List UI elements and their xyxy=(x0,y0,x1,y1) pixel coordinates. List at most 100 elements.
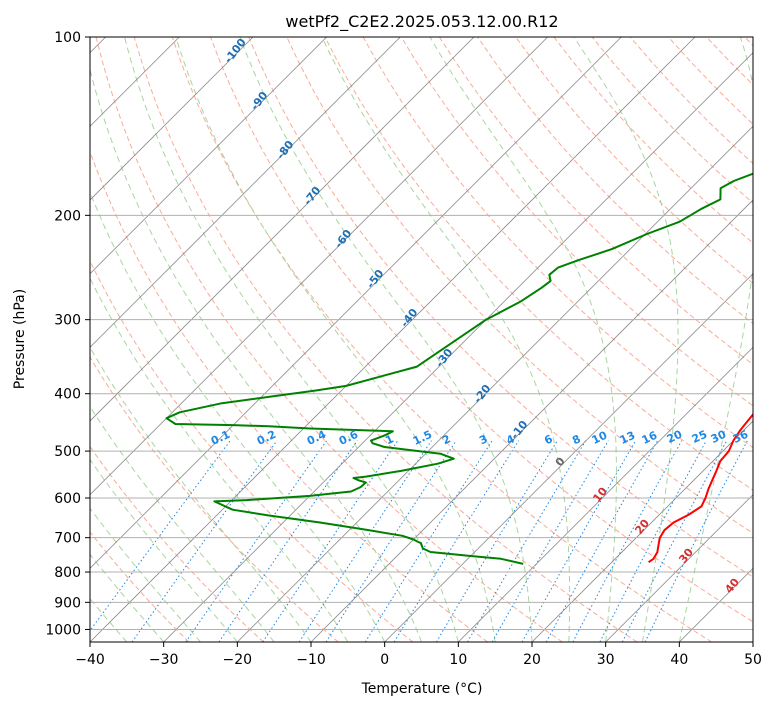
isotherm xyxy=(90,37,254,201)
x-tick-label: 30 xyxy=(597,652,615,668)
y-tick-label: 1000 xyxy=(45,622,81,638)
mixing-ratio-line xyxy=(131,440,278,642)
mixing-ratio-line xyxy=(185,440,328,642)
mixing-ratio-label: 1.5 xyxy=(411,428,434,448)
moist-adiabat xyxy=(678,37,753,642)
mixing-ratio-label: 0.4 xyxy=(305,428,328,448)
dry-adiabat xyxy=(90,356,339,642)
moist-adiabat xyxy=(573,37,679,642)
mixing-ratio-line xyxy=(90,440,231,632)
moist-adiabat xyxy=(321,37,571,642)
mixing-ratio-line xyxy=(262,440,399,642)
dry-adiabat-label: -100 xyxy=(222,36,249,66)
y-tick-label: 900 xyxy=(54,595,81,611)
isotherm xyxy=(605,494,753,642)
isotherm xyxy=(163,52,753,642)
dry-adiabat xyxy=(515,37,753,284)
temperature-trace xyxy=(648,412,753,564)
moist-adiabat xyxy=(90,277,349,642)
x-tick-label: −40 xyxy=(75,652,105,668)
dry-adiabat xyxy=(438,37,753,366)
dry-adiabat xyxy=(400,37,753,407)
y-tick-label: 400 xyxy=(54,387,81,403)
mixing-ratio-label: 20 xyxy=(665,428,685,446)
moist-adiabat xyxy=(90,346,312,642)
y-tick-label: 300 xyxy=(54,313,81,329)
mixing-ratio-line xyxy=(467,440,587,642)
moist-adiabat xyxy=(90,507,201,642)
isotherm xyxy=(752,641,753,642)
x-tick-label: 0 xyxy=(380,652,389,668)
moist-adiabat xyxy=(90,553,165,642)
mixing-ratio-line xyxy=(644,440,748,642)
mixing-ratio-line xyxy=(572,440,683,642)
y-tick-label: 700 xyxy=(54,531,81,547)
y-axis-label: Pressure (hPa) xyxy=(12,289,28,389)
x-tick-label: 20 xyxy=(523,652,541,668)
moist-adiabat xyxy=(90,597,128,642)
dry-adiabat-label: -20 xyxy=(471,382,494,406)
dry-adiabat xyxy=(133,37,638,642)
moist-adiabat xyxy=(124,37,459,642)
isotherm xyxy=(237,125,753,642)
isotherm xyxy=(458,346,753,642)
dry-adiabat-label: 40 xyxy=(722,576,742,596)
profile-traces xyxy=(165,172,753,565)
isotherm xyxy=(310,199,753,642)
pressure-grid xyxy=(90,37,753,630)
mixing-ratio-label: 0.1 xyxy=(209,428,232,448)
mixing-ratio-line xyxy=(393,440,520,642)
mixing-ratio-label: 8 xyxy=(570,432,582,447)
moist-adiabat xyxy=(90,458,238,642)
x-tick-label: −20 xyxy=(223,652,253,668)
mixing-ratio-label: 0.2 xyxy=(255,428,278,448)
x-axis-label: Temperature (°C) xyxy=(361,681,483,697)
dry-adiabat-label: -90 xyxy=(248,89,271,113)
mixing-ratio-label: 30 xyxy=(709,428,729,446)
dry-adiabat xyxy=(744,37,753,47)
x-tick-label: 10 xyxy=(449,652,467,668)
dry-adiabat xyxy=(90,259,414,642)
isotherm xyxy=(90,37,696,642)
dry-adiabat-label: 20 xyxy=(632,517,652,537)
moist-adiabat xyxy=(90,190,386,642)
x-tick-label: −30 xyxy=(149,652,179,668)
mixing-ratio-label: 1 xyxy=(383,432,395,447)
moist-adiabat xyxy=(90,67,422,642)
dry-adiabat xyxy=(210,37,753,623)
mixing-ratio-line xyxy=(521,440,637,642)
line-labels: -100-90-80-70-60-50-40-30-20-10010203040… xyxy=(209,36,751,596)
isotherm xyxy=(679,567,753,642)
mixing-ratio-line xyxy=(298,440,432,642)
isotherm xyxy=(90,37,401,348)
dry-adiabat-label: -70 xyxy=(301,184,324,208)
dry-adiabat-label: -50 xyxy=(364,267,387,291)
mixing-ratio-label: 25 xyxy=(690,428,709,446)
mixing-ratio-label: 16 xyxy=(640,429,660,447)
moist-adiabat xyxy=(175,37,496,642)
dry-adiabat xyxy=(324,37,753,491)
mixing-ratio-line xyxy=(621,440,728,642)
mixing-ratio-line xyxy=(599,440,707,642)
y-tick-label: 100 xyxy=(54,30,81,46)
dry-adiabat xyxy=(171,37,712,642)
dry-adiabat-label: -80 xyxy=(274,138,297,162)
y-tick-label: 600 xyxy=(54,491,81,507)
dry-adiabat xyxy=(95,37,563,642)
isotherm xyxy=(384,273,753,642)
dry-adiabat xyxy=(706,37,753,86)
isotherm xyxy=(90,37,327,275)
mixing-ratio-line xyxy=(364,440,493,642)
x-tick-label: −10 xyxy=(296,652,326,668)
mixing-ratio-label: 3 xyxy=(477,432,489,447)
mixing-ratio-line xyxy=(325,440,457,642)
isotherm xyxy=(90,37,622,569)
dry-adiabat-label: -30 xyxy=(433,346,456,370)
mixing-ratio-label: 2 xyxy=(440,432,452,447)
mixing-ratio-line xyxy=(218,440,358,642)
dewpoint-trace xyxy=(165,172,753,565)
dry-adiabat xyxy=(90,531,190,642)
x-tick-label: 50 xyxy=(744,652,762,668)
